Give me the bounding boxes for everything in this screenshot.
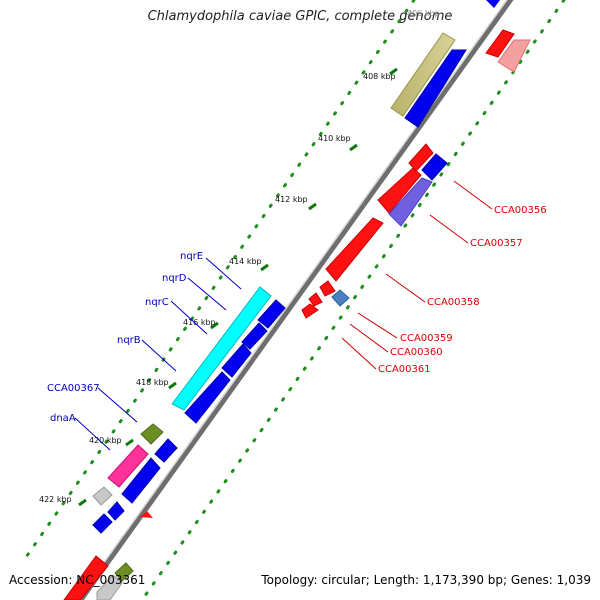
gene-labels-left: nqrE nqrD nqrC nqrB CCA00367 dnaA — [47, 251, 203, 424]
genome-backbone — [76, 0, 514, 600]
map-title: Chlamydophila caviae GPIC, complete geno… — [147, 9, 453, 24]
gene-arrow[interactable] — [486, 0, 500, 8]
genes-other[interactable] — [92, 32, 456, 600]
gene-arrow[interactable] — [184, 371, 231, 424]
gene-arrow[interactable] — [107, 501, 125, 521]
gene-arrow[interactable] — [96, 574, 123, 600]
tick-label: 416 kbp — [183, 318, 216, 327]
gene-label-CCA00358[interactable]: CCA00358 — [427, 297, 480, 308]
gene-arrow[interactable] — [404, 49, 467, 128]
gene-arrow[interactable] — [308, 292, 323, 307]
gene-label-CCA00360[interactable]: CCA00360 — [390, 347, 443, 358]
gene-arrow[interactable] — [301, 303, 319, 319]
gene-label-nqrC[interactable]: nqrC — [145, 297, 169, 308]
gene-label-CCA00361[interactable]: CCA00361 — [378, 364, 431, 375]
gene-arrow[interactable] — [107, 444, 149, 488]
tick-label: 414 kbp — [229, 257, 262, 266]
callout-lines-right — [341, 180, 493, 370]
genes-red-strand[interactable] — [63, 29, 531, 600]
gene-arrow[interactable] — [257, 299, 286, 329]
gene-arrow[interactable] — [390, 32, 456, 117]
tick-label: 420 kbp — [89, 436, 122, 445]
tick-label: 410 kbp — [318, 134, 351, 143]
genome-summary: Topology: circular; Length: 1,173,390 bp… — [261, 573, 591, 587]
tick-label: 422 kbp — [39, 495, 72, 504]
gene-arrow[interactable] — [140, 511, 153, 518]
gene-arrow[interactable] — [331, 289, 350, 307]
gene-label-nqrD[interactable]: nqrD — [162, 273, 187, 284]
gene-arrow[interactable] — [114, 562, 134, 582]
accession-text: Accession: NC_003361 — [9, 573, 146, 587]
gene-arrow[interactable] — [171, 286, 272, 411]
gene-arrow[interactable] — [421, 153, 448, 181]
gene-arrow[interactable] — [92, 486, 113, 506]
gene-arrow[interactable] — [388, 177, 433, 227]
gene-arrow[interactable] — [154, 438, 178, 463]
gene-arrow[interactable] — [325, 217, 384, 282]
tick-labels: 406 kbp 408 kbp 410 kbp 412 kbp 414 kbp … — [39, 9, 440, 504]
gene-label-dnaA[interactable]: dnaA — [50, 413, 76, 424]
guide-dots — [22, 0, 566, 600]
gene-arrow[interactable] — [485, 29, 515, 58]
gene-arrow[interactable] — [63, 555, 109, 600]
callout-lines-left — [74, 257, 242, 451]
tick-label: 418 kbp — [136, 378, 169, 387]
gene-label-nqrE[interactable]: nqrE — [180, 251, 203, 262]
gene-arrow[interactable] — [221, 343, 252, 378]
gene-label-CCA00357[interactable]: CCA00357 — [470, 238, 523, 249]
gene-arrow[interactable] — [121, 457, 161, 504]
gene-label-CCA00359[interactable]: CCA00359 — [400, 333, 453, 344]
genes-blue-strand[interactable] — [92, 0, 500, 534]
tick-label: 412 kbp — [275, 195, 308, 204]
tick-label: 408 kbp — [363, 72, 396, 81]
gene-arrow[interactable] — [319, 280, 336, 297]
tick-marks — [78, 67, 398, 507]
gene-arrow[interactable] — [92, 513, 113, 534]
gene-label-nqrB[interactable]: nqrB — [117, 335, 141, 346]
tick-label: 406 kbp — [407, 9, 440, 18]
gene-label-CCA00367[interactable]: CCA00367 — [47, 383, 100, 394]
gene-arrow[interactable] — [497, 39, 531, 73]
gene-arrow[interactable] — [377, 167, 422, 214]
gene-arrow[interactable] — [140, 423, 164, 445]
gene-labels-right: CCA00356 CCA00357 CCA00358 CCA00359 CCA0… — [378, 205, 547, 375]
gene-label-CCA00356[interactable]: CCA00356 — [494, 205, 547, 216]
gene-arrow[interactable] — [241, 322, 268, 350]
